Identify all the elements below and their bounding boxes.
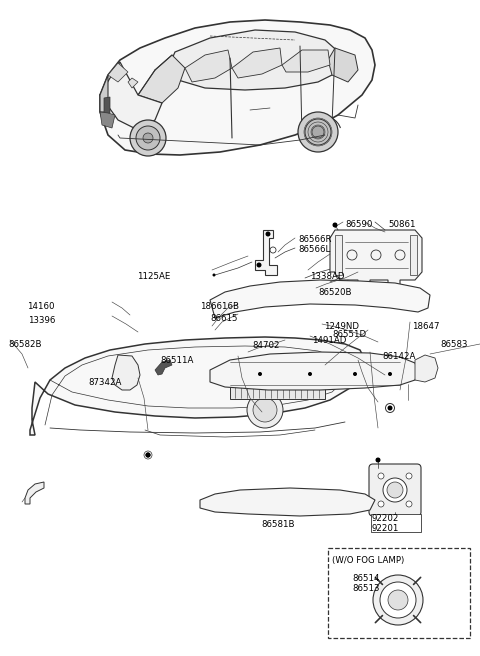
Text: 186616B: 186616B	[200, 302, 239, 311]
Circle shape	[376, 458, 380, 462]
FancyBboxPatch shape	[328, 548, 470, 638]
Polygon shape	[108, 63, 128, 82]
Polygon shape	[255, 230, 277, 275]
Circle shape	[271, 248, 275, 252]
Text: 1249ND: 1249ND	[324, 322, 359, 331]
Circle shape	[145, 453, 151, 457]
Text: 86590: 86590	[345, 220, 372, 229]
Polygon shape	[100, 20, 375, 155]
Circle shape	[253, 398, 277, 422]
Polygon shape	[155, 360, 172, 375]
Text: 86583: 86583	[440, 340, 468, 349]
Polygon shape	[100, 75, 108, 112]
Circle shape	[333, 222, 337, 228]
Text: 86551D: 86551D	[332, 330, 366, 339]
Circle shape	[308, 372, 312, 376]
Polygon shape	[200, 488, 375, 516]
Circle shape	[130, 120, 166, 156]
Circle shape	[143, 133, 153, 143]
Polygon shape	[138, 55, 185, 103]
Circle shape	[305, 119, 331, 145]
Text: 92202
92201: 92202 92201	[372, 514, 399, 533]
Circle shape	[388, 372, 392, 376]
Polygon shape	[232, 48, 282, 78]
Polygon shape	[185, 50, 232, 82]
Polygon shape	[168, 30, 342, 90]
Circle shape	[258, 372, 262, 376]
Text: 86615: 86615	[210, 314, 238, 323]
Circle shape	[353, 372, 357, 376]
Text: 1338AD: 1338AD	[310, 272, 345, 281]
FancyBboxPatch shape	[371, 514, 421, 532]
Polygon shape	[210, 352, 418, 390]
Circle shape	[387, 405, 393, 411]
Text: 86511A: 86511A	[160, 356, 193, 365]
Circle shape	[213, 274, 216, 276]
Circle shape	[312, 126, 324, 138]
Circle shape	[378, 501, 384, 507]
Circle shape	[388, 590, 408, 610]
Circle shape	[256, 262, 262, 268]
Circle shape	[380, 582, 416, 618]
Polygon shape	[328, 48, 358, 82]
Text: 50861: 50861	[388, 220, 416, 229]
Polygon shape	[30, 337, 365, 435]
Text: 87342A: 87342A	[88, 378, 121, 387]
Circle shape	[373, 575, 423, 625]
Circle shape	[406, 501, 412, 507]
Circle shape	[247, 392, 283, 428]
Polygon shape	[112, 355, 140, 390]
Text: 84702: 84702	[252, 341, 279, 350]
Polygon shape	[330, 230, 422, 290]
Text: 86581B: 86581B	[261, 520, 295, 529]
Polygon shape	[415, 355, 438, 382]
Polygon shape	[230, 375, 325, 399]
Polygon shape	[410, 235, 417, 275]
Circle shape	[136, 126, 160, 150]
Circle shape	[378, 473, 384, 479]
Text: 86566R
86566L: 86566R 86566L	[298, 235, 332, 255]
Text: (W/O FOG LAMP): (W/O FOG LAMP)	[332, 556, 404, 565]
Text: 13396: 13396	[28, 316, 55, 325]
FancyBboxPatch shape	[369, 464, 421, 516]
Circle shape	[387, 482, 403, 498]
Polygon shape	[335, 235, 342, 275]
Polygon shape	[282, 50, 330, 72]
Circle shape	[383, 478, 407, 502]
Text: 18647: 18647	[412, 322, 440, 331]
Circle shape	[265, 232, 271, 237]
Polygon shape	[100, 62, 162, 130]
Circle shape	[298, 112, 338, 152]
Text: 86514
86513: 86514 86513	[352, 574, 380, 594]
Polygon shape	[100, 112, 115, 128]
Polygon shape	[210, 280, 430, 318]
Text: 14160: 14160	[27, 302, 55, 311]
Circle shape	[145, 453, 151, 457]
Polygon shape	[128, 78, 138, 88]
Polygon shape	[104, 97, 110, 115]
Text: 1491AD: 1491AD	[312, 336, 347, 345]
Circle shape	[333, 223, 337, 227]
Text: 86142A: 86142A	[382, 352, 415, 361]
Circle shape	[375, 457, 381, 462]
Text: 1125AE: 1125AE	[137, 272, 170, 281]
Polygon shape	[25, 482, 44, 504]
Text: 86582B: 86582B	[8, 340, 41, 349]
Circle shape	[387, 405, 393, 411]
Text: 86520B: 86520B	[318, 288, 351, 297]
Circle shape	[406, 473, 412, 479]
